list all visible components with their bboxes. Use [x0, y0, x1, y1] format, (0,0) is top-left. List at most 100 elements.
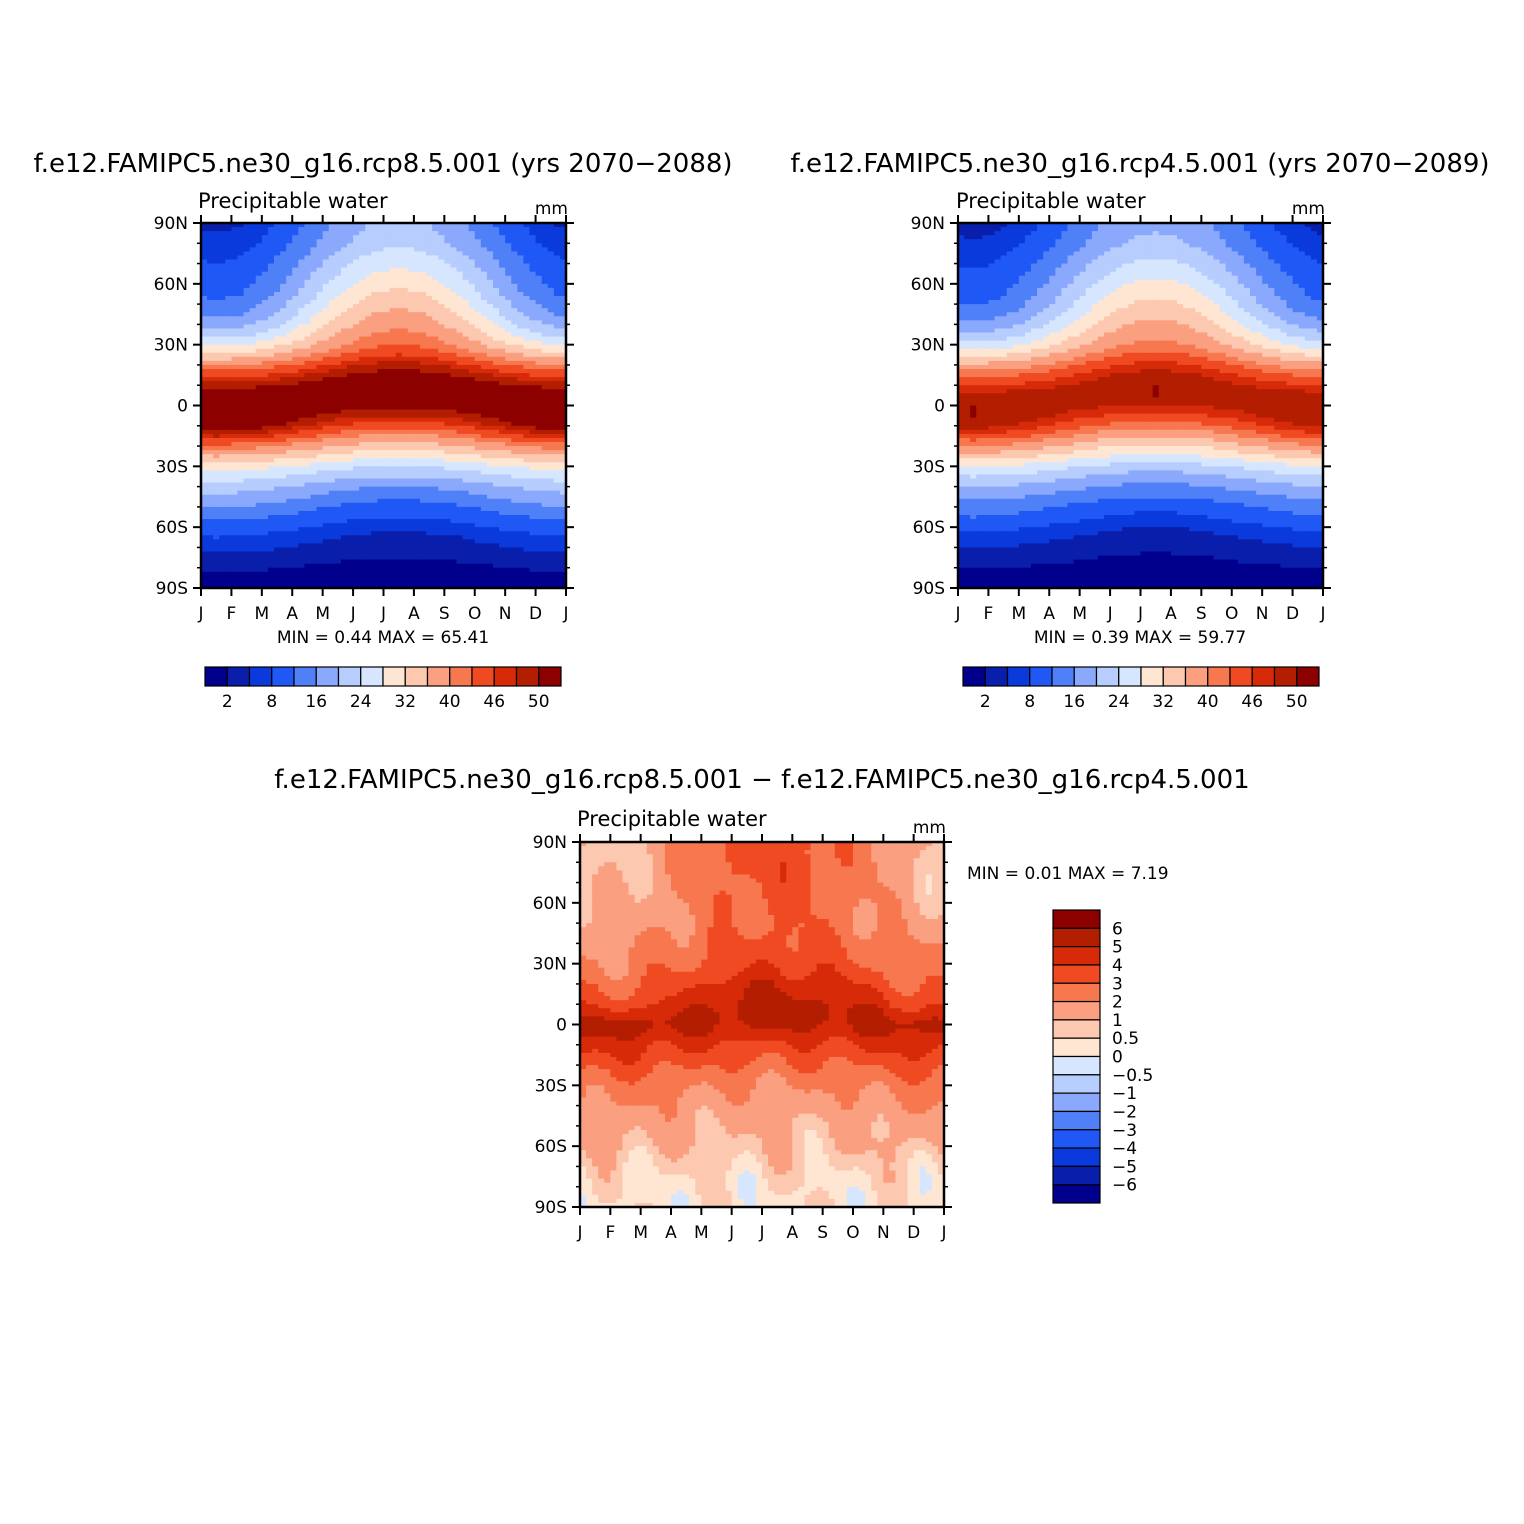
contour-cell: [219, 401, 226, 407]
contour-cell: [298, 223, 306, 228]
contour-cell: [371, 523, 379, 528]
contour-cell: [559, 360, 567, 366]
contour-cell: [286, 324, 293, 330]
contour-cell: [535, 348, 543, 354]
contour-cell: [231, 300, 239, 305]
contour-cell: [426, 340, 433, 346]
contour-cell: [237, 348, 245, 354]
contour-cell: [462, 393, 470, 398]
contour-cell: [243, 397, 251, 403]
contour-cell: [334, 510, 342, 516]
contour-cell: [377, 466, 385, 471]
contour-cell: [231, 340, 239, 346]
contour-cell: [395, 389, 403, 394]
contour-cell: [474, 551, 482, 557]
contour-cell: [316, 450, 324, 455]
contour-cell: [261, 300, 269, 305]
contour-cell: [353, 263, 360, 269]
contour-cell: [486, 312, 494, 317]
contour-cell: [377, 373, 385, 378]
contour-cell: [559, 300, 567, 305]
contour-cell: [553, 442, 561, 447]
contour-cell: [499, 494, 506, 500]
contour-cell: [493, 227, 500, 232]
contour-cell: [450, 421, 458, 427]
contour-cell: [243, 437, 251, 443]
contour-cell: [231, 393, 239, 398]
contour-cell: [359, 304, 366, 309]
contour-cell: [274, 393, 281, 398]
contour-cell: [267, 227, 275, 232]
contour-cell: [517, 478, 525, 484]
contour-cell: [438, 421, 445, 427]
contour-cell: [340, 531, 348, 536]
contour-cell: [316, 316, 324, 321]
contour-cell: [371, 267, 379, 273]
contour-cell: [535, 551, 543, 557]
contour-cell: [493, 543, 500, 549]
contour-cell: [535, 490, 543, 496]
contour-cell: [535, 494, 543, 500]
contour-cell: [413, 360, 421, 366]
contour-cell: [401, 462, 409, 467]
contour-cell: [231, 527, 239, 532]
contour-cell: [365, 486, 372, 492]
contour-cell: [371, 344, 379, 350]
contour-cell: [523, 279, 531, 285]
contour-cell: [316, 547, 324, 553]
contour-cell: [243, 385, 251, 390]
contour-cell: [298, 231, 306, 236]
contour-cell: [395, 425, 403, 431]
contour-cell: [334, 308, 342, 313]
contour-cell: [395, 283, 403, 289]
contour-cell: [535, 279, 543, 285]
contour-cell: [207, 255, 214, 261]
contour-cell: [328, 308, 336, 313]
contour-cell: [219, 223, 226, 228]
contour-cell: [426, 486, 433, 492]
contour-cell: [432, 506, 439, 512]
contour-cell: [553, 502, 561, 508]
contour-cell: [511, 271, 518, 277]
contour-cell: [499, 478, 506, 484]
contour-cell: [304, 223, 312, 228]
contour-cell: [541, 429, 549, 435]
contour-cell: [462, 312, 470, 317]
contour-cell: [274, 377, 281, 382]
contour-cell: [255, 275, 263, 281]
contour-cell: [213, 263, 220, 269]
contour-cell: [334, 450, 342, 455]
contour-cell: [444, 320, 452, 325]
contour-cell: [328, 336, 336, 342]
contour-cell: [225, 409, 233, 415]
contour-cell: [413, 397, 421, 403]
contour-cell: [450, 243, 458, 248]
contour-cell: [505, 300, 512, 305]
contour-cell: [353, 243, 360, 248]
contour-cell: [559, 381, 567, 386]
contour-cell: [292, 433, 299, 439]
contour-cell: [438, 442, 445, 447]
contour-cell: [553, 364, 561, 370]
contour-cell: [456, 539, 464, 544]
contour-cell: [523, 466, 531, 471]
contour-cell: [340, 462, 348, 467]
contour-cell: [286, 482, 293, 488]
contour-cell: [207, 506, 214, 512]
contour-cell: [535, 243, 543, 248]
contour-cell: [511, 227, 518, 232]
contour-cell: [480, 316, 488, 321]
contour-cell: [535, 389, 543, 394]
contour-cell: [292, 356, 299, 362]
contour-cell: [292, 320, 299, 325]
contour-cell: [231, 543, 239, 549]
contour-cell: [340, 433, 348, 439]
contour-cell: [231, 316, 239, 321]
contour-cell: [426, 239, 433, 244]
contour-cell: [499, 259, 506, 265]
contour-cell: [499, 324, 506, 330]
contour-cell: [529, 401, 537, 407]
contour-cell: [559, 271, 567, 277]
contour-cell: [334, 227, 342, 232]
contour-cell: [462, 255, 470, 261]
